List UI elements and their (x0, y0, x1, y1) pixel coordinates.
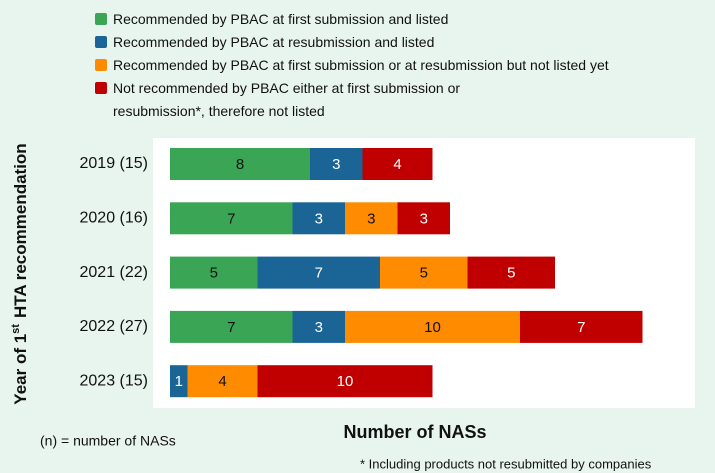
bar-segment (467, 256, 555, 289)
x-axis-label: Number of NASs (343, 422, 486, 442)
bar-segment (345, 310, 520, 343)
data-label: 8 (236, 156, 244, 173)
data-label: 3 (315, 319, 323, 336)
data-label: 10 (337, 373, 354, 390)
data-label: 3 (332, 156, 340, 173)
legend-swatch (95, 36, 107, 48)
bar-segment (170, 202, 293, 235)
y-tick-label: 2021 (22) (80, 264, 149, 281)
legend-label: Recommended by PBAC at first submission … (113, 57, 609, 73)
y-tick-label: 2023 (15) (80, 372, 149, 389)
bar-segment (520, 310, 643, 343)
data-label: 3 (420, 210, 428, 227)
note: (n) = number of NASs (40, 433, 176, 449)
bar-segment (170, 148, 310, 180)
data-label: 5 (420, 265, 428, 282)
data-label: 7 (315, 265, 323, 282)
y-tick-label: 2022 (27) (80, 318, 149, 335)
bar-segment (292, 310, 345, 343)
bar-segment (380, 256, 468, 289)
data-label: 7 (227, 210, 235, 227)
bar-segment (170, 365, 188, 398)
legend-swatch (95, 82, 107, 94)
data-label: 7 (577, 319, 585, 336)
data-label: 1 (175, 373, 183, 390)
legend-swatch (95, 13, 107, 25)
bar-segment (345, 202, 398, 235)
legend-item: Recommended by PBAC at first submission … (95, 54, 609, 77)
data-label: 4 (393, 156, 401, 173)
legend-label: Recommended by PBAC at resubmission and … (113, 34, 435, 50)
data-label: 5 (507, 265, 515, 282)
bar-segment (397, 202, 450, 235)
data-label: 5 (210, 265, 218, 282)
bar-segment (362, 148, 433, 180)
y-tick-label: 2020 (16) (80, 210, 149, 227)
bar-segment (170, 256, 258, 289)
y-label-rest: HTA recommendation (11, 143, 30, 318)
y-tick-label: 2019 (15) (80, 155, 149, 172)
legend-label: Recommended by PBAC at first submission … (113, 11, 449, 27)
data-label: 10 (424, 319, 441, 336)
legend-swatch (95, 59, 107, 71)
bar-segment (170, 310, 293, 343)
legend-item: Recommended by PBAC at resubmission and … (95, 31, 609, 54)
bar-segment (257, 365, 433, 398)
legend: Recommended by PBAC at first submission … (95, 8, 609, 123)
bar-segment (187, 365, 258, 398)
data-label: 3 (315, 210, 323, 227)
y-axis-label: Year of 1st HTA recommendation (10, 143, 31, 404)
data-label: 7 (227, 319, 235, 336)
y-label-text: Year of 1 (11, 334, 30, 405)
bar-segment (310, 148, 363, 180)
data-label: 3 (367, 210, 375, 227)
bar-segment (257, 256, 380, 289)
legend-label: Not recommended by PBAC either at first … (113, 80, 461, 119)
data-label: 4 (218, 373, 226, 390)
footnote: * Including products not resubmitted by … (360, 456, 652, 471)
y-label-sup: st (10, 324, 22, 334)
bar-segment (292, 202, 345, 235)
legend-item: Not recommended by PBAC either at first … (95, 77, 495, 123)
legend-item: Recommended by PBAC at first submission … (95, 8, 609, 31)
